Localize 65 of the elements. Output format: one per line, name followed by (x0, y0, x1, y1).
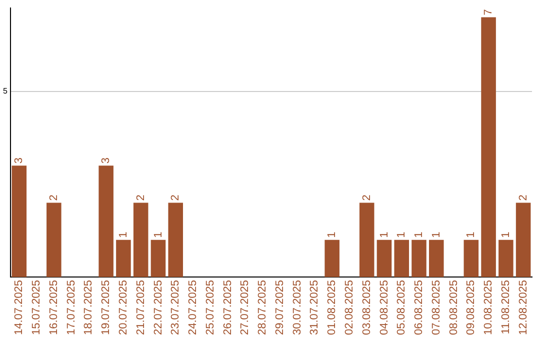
x-tick-label: 19.07.2025 (100, 280, 112, 336)
x-tick-label: 25.07.2025 (204, 280, 216, 336)
x-tick-label: 30.07.2025 (291, 280, 304, 336)
data-label: 3 (13, 158, 26, 164)
data-label: 3 (100, 158, 112, 164)
data-label: 2 (134, 194, 147, 201)
x-tick-label: 06.08.2025 (413, 280, 426, 336)
data-label: 2 (360, 194, 373, 201)
data-label: 1 (378, 232, 390, 238)
x-tick-label: 31.07.2025 (308, 280, 321, 336)
data-label: 2 (517, 194, 530, 201)
bar (150, 240, 166, 277)
x-tick-label: 17.07.2025 (65, 280, 78, 336)
x-tick-label: 24.07.2025 (187, 280, 200, 336)
bar (46, 202, 62, 277)
x-tick-label: 20.07.2025 (117, 280, 130, 336)
x-tick-label: 27.07.2025 (239, 280, 252, 336)
x-tick-label: 26.07.2025 (222, 280, 234, 336)
bar (516, 202, 531, 277)
x-tick-label: 11.08.2025 (500, 280, 512, 334)
x-tick-label: 10.08.2025 (482, 280, 495, 336)
data-label: 1 (396, 232, 408, 238)
bar (12, 166, 27, 277)
data-label: 1 (413, 232, 426, 238)
data-label: 7 (482, 9, 495, 16)
bar (324, 240, 340, 277)
data-label: 1 (465, 232, 478, 238)
data-label: 1 (326, 232, 338, 238)
x-tick-label: 03.08.2025 (360, 280, 373, 336)
data-label: 1 (500, 232, 512, 238)
bar (359, 202, 374, 277)
bar (412, 240, 426, 277)
x-tick-label: 21.07.2025 (134, 280, 147, 336)
x-tick-label: 23.07.2025 (170, 280, 182, 336)
data-label: 1 (152, 232, 164, 238)
bar (394, 240, 409, 277)
bar (481, 17, 496, 277)
x-tick-label: 18.07.2025 (82, 280, 95, 336)
x-tick-label: 07.08.2025 (430, 280, 442, 336)
x-tick-label: 22.07.2025 (152, 280, 164, 336)
x-tick-label: 28.07.2025 (256, 280, 269, 336)
x-tick-label: 09.08.2025 (465, 280, 478, 336)
bar (376, 240, 392, 277)
bar (428, 240, 444, 277)
y-tick-label: 5 (2, 86, 8, 96)
x-tick-label: 08.08.2025 (448, 280, 460, 336)
x-tick-label: 05.08.2025 (396, 280, 408, 336)
bar (133, 202, 148, 277)
bar (98, 166, 114, 277)
x-tick-label: 29.07.2025 (274, 280, 286, 336)
x-tick-label: 04.08.2025 (378, 280, 390, 336)
bar (168, 202, 183, 277)
x-tick-label: 01.08.2025 (326, 280, 338, 336)
x-tick-label: 16.07.2025 (48, 280, 60, 336)
x-tick-label: 02.08.2025 (343, 280, 356, 336)
data-label: 2 (48, 194, 60, 201)
data-label: 1 (430, 232, 442, 238)
data-label: 1 (117, 232, 130, 238)
x-tick-label: 12.08.2025 (517, 280, 530, 336)
bar (116, 240, 131, 277)
data-label: 2 (170, 194, 182, 201)
x-tick-label: 15.07.2025 (30, 280, 43, 336)
bar (498, 240, 514, 277)
x-tick-label: 14.07.2025 (13, 280, 26, 336)
bar (464, 240, 479, 277)
